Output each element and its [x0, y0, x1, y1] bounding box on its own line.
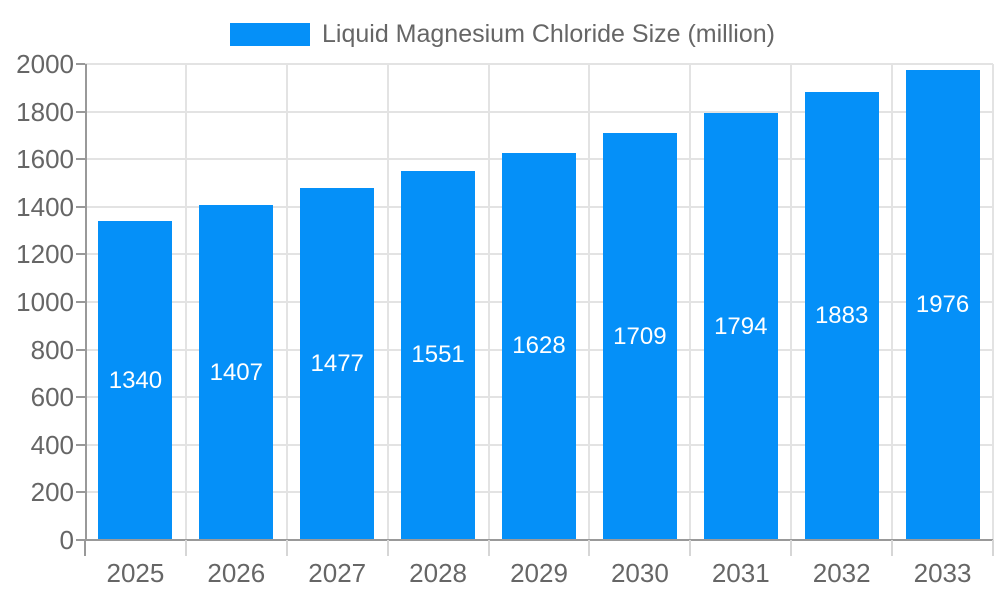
- bar-value-label: 1551: [411, 341, 465, 369]
- chart-legend: Liquid Magnesium Chloride Size (million): [230, 22, 775, 47]
- bar-value-label: 1794: [714, 312, 768, 340]
- y-axis-tick-mark: [76, 348, 85, 351]
- bar: [98, 221, 173, 540]
- x-axis-tick-label: 2030: [610, 558, 669, 588]
- y-axis-tick-mark: [76, 443, 85, 446]
- x-axis-tick-mark: [790, 540, 793, 556]
- x-axis-tick-mark: [588, 540, 591, 556]
- y-axis-tick-mark: [76, 396, 85, 399]
- x-axis-tick-label: 2027: [308, 558, 367, 588]
- x-axis-tick-mark: [891, 540, 894, 556]
- bar-value-label: 1340: [108, 366, 163, 394]
- x-axis-tick-label: 2028: [409, 558, 468, 588]
- x-axis-tick-label: 2033: [913, 558, 972, 588]
- y-axis-tick-label: 400: [30, 429, 74, 460]
- bar-value-label: 1407: [209, 358, 263, 386]
- bar-value-label: 1477: [310, 350, 364, 378]
- x-axis-tick-mark: [487, 540, 490, 556]
- y-axis-tick-label: 1000: [16, 287, 74, 317]
- gridline-vertical: [891, 64, 894, 540]
- y-axis-tick-mark: [76, 158, 85, 161]
- y-axis-tick-mark: [76, 491, 85, 494]
- gridline-horizontal: [85, 110, 993, 113]
- y-axis-tick-label: 200: [30, 477, 74, 508]
- y-axis-tick-label: 1600: [16, 144, 74, 175]
- x-axis-tick-label: 2031: [711, 558, 770, 588]
- y-axis-tick-mark: [76, 205, 85, 208]
- x-axis-tick-mark: [689, 540, 692, 556]
- y-axis-tick-mark: [76, 253, 85, 256]
- legend-swatch: [230, 23, 310, 46]
- x-axis-tick-label: 2029: [510, 558, 568, 588]
- bar: [905, 69, 980, 540]
- y-axis-line: [85, 64, 87, 540]
- bar: [502, 152, 576, 540]
- y-axis-tick-mark: [76, 63, 85, 65]
- x-axis-tick-label: 2025: [106, 558, 165, 588]
- x-axis-tick-label: 2026: [207, 558, 266, 588]
- gridline-horizontal: [85, 63, 993, 65]
- gridline-vertical: [790, 64, 793, 540]
- y-axis-tick-label: 1200: [16, 239, 74, 270]
- gridline-vertical: [689, 64, 692, 540]
- y-axis-tick-mark: [76, 110, 85, 113]
- y-axis-tick-mark: [76, 539, 85, 541]
- x-axis-tick-mark: [184, 540, 187, 556]
- bar: [199, 205, 274, 540]
- x-axis-tick-mark: [84, 540, 86, 556]
- gridline-vertical: [588, 64, 591, 540]
- bar: [703, 113, 778, 540]
- y-axis-tick-label: 2000: [16, 49, 74, 79]
- legend-label: Liquid Magnesium Chloride Size (million): [322, 20, 775, 48]
- bar: [602, 133, 677, 540]
- y-axis-tick-label: 800: [30, 334, 74, 365]
- bar: [804, 91, 879, 540]
- bar: [401, 170, 476, 540]
- gridline-vertical: [285, 64, 288, 540]
- y-axis-tick-label: 0: [59, 525, 74, 555]
- gridline-vertical: [184, 64, 187, 540]
- x-axis-tick-mark: [386, 540, 389, 556]
- x-axis-line: [85, 539, 993, 541]
- x-axis-tick-mark: [285, 540, 288, 556]
- x-axis-tick-label: 2032: [812, 558, 871, 588]
- gridline-vertical: [386, 64, 389, 540]
- gridline-vertical: [992, 64, 994, 540]
- gridline-vertical: [487, 64, 490, 540]
- x-axis-tick-mark: [992, 540, 994, 556]
- bar-value-label: 1709: [613, 322, 667, 350]
- y-axis-tick-mark: [76, 301, 85, 303]
- y-axis-tick-label: 600: [30, 382, 74, 413]
- plot-area: 1340 1407 1477 1551 1628 1709 1794 1883 1976: [85, 63, 994, 541]
- bar-value-label: 1883: [814, 301, 869, 329]
- y-axis-tick-label: 1400: [16, 191, 74, 222]
- y-axis-tick-label: 1800: [16, 96, 74, 127]
- bar-value-label: 1628: [512, 332, 566, 360]
- bar: [300, 188, 375, 540]
- bar-value-label: 1976: [915, 290, 970, 318]
